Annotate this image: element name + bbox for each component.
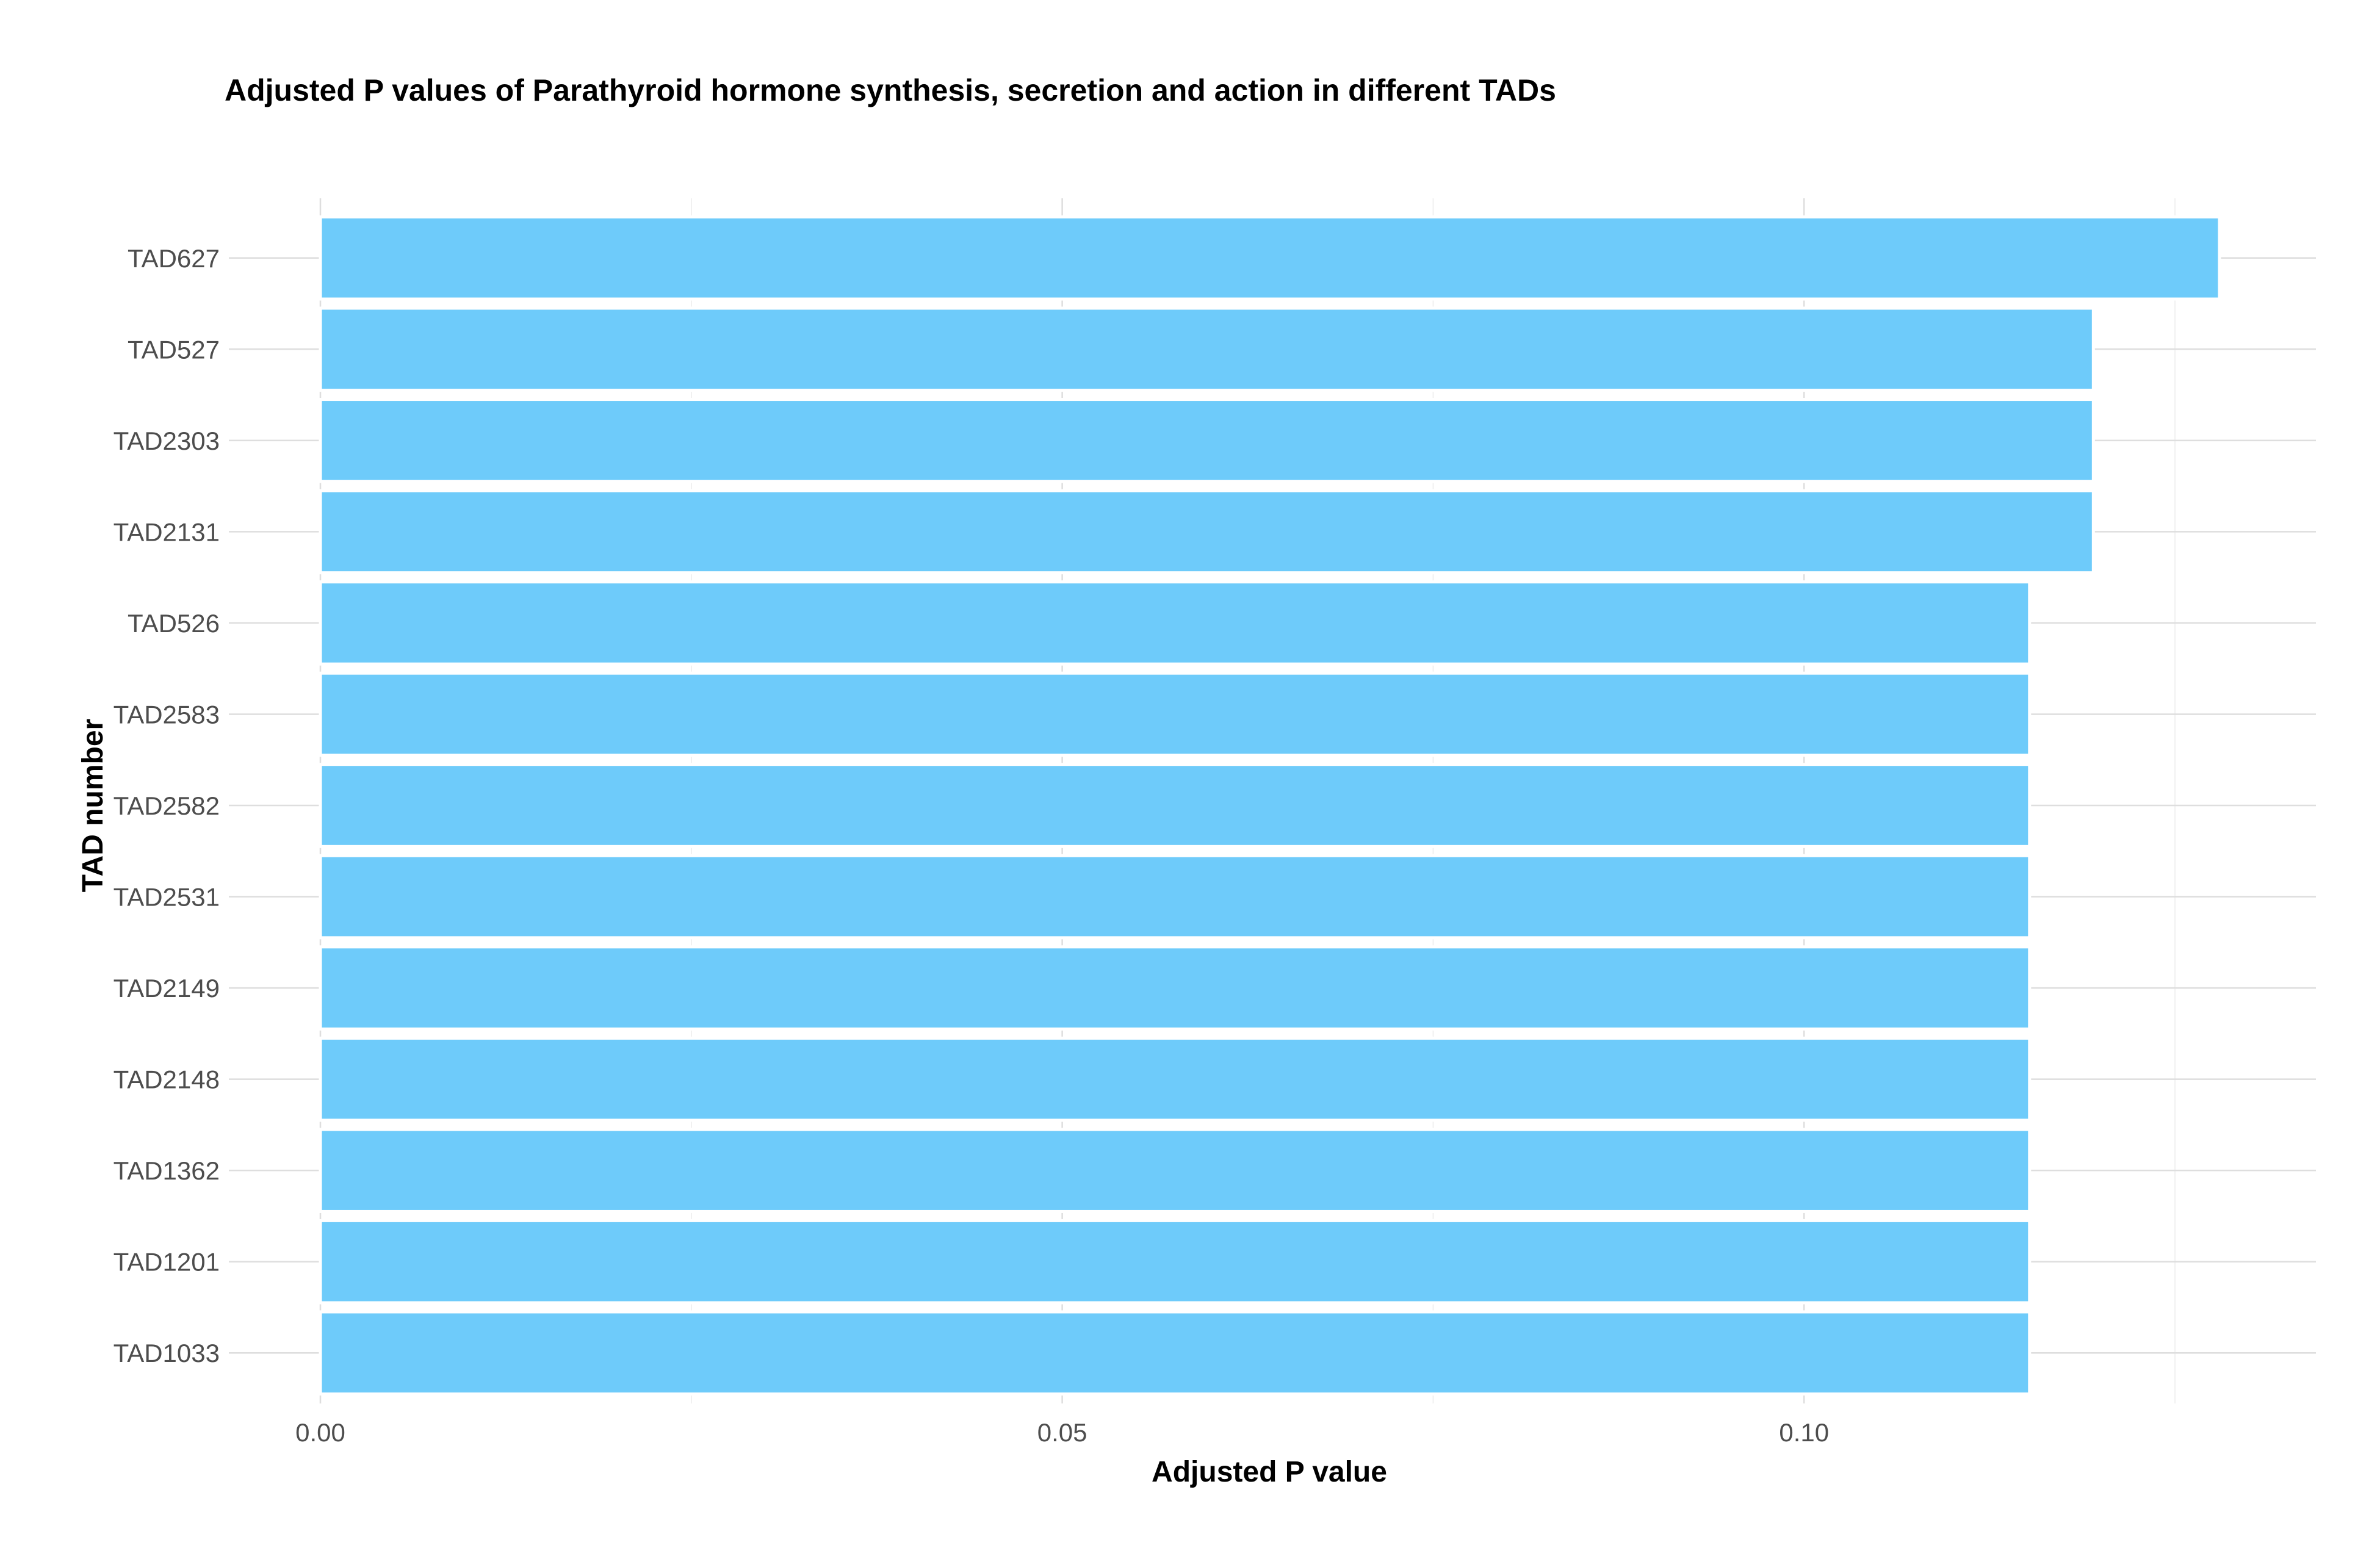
bar-tad2148 <box>319 1036 2032 1122</box>
y-tick-label: TAD627 <box>128 244 220 273</box>
bar-tad2583 <box>319 671 2032 757</box>
chart-title: Adjusted P values of Parathyroid hormone… <box>225 73 1556 107</box>
y-tick-label: TAD2149 <box>114 974 220 1003</box>
x-tick-label: 0.05 <box>1037 1418 1087 1447</box>
y-tick-label: TAD526 <box>128 609 220 638</box>
y-tick-label: TAD2531 <box>114 883 220 912</box>
x-axis-tick-labels: 0.00 0.05 0.10 <box>295 1418 1829 1447</box>
y-tick-label: TAD2131 <box>114 517 220 546</box>
y-tick-label: TAD1362 <box>114 1156 220 1185</box>
bar-tad2303 <box>319 398 2095 483</box>
y-tick-label: TAD1201 <box>114 1248 220 1277</box>
y-tick-label: TAD527 <box>128 335 220 364</box>
bar-tad1201 <box>319 1219 2032 1305</box>
y-axis-title: TAD number <box>77 719 109 892</box>
bar-tad2131 <box>319 489 2095 575</box>
y-tick-label: TAD1033 <box>114 1339 220 1367</box>
bar-tad527 <box>319 306 2095 392</box>
x-axis-title: Adjusted P value <box>1152 1456 1387 1488</box>
y-axis-tick-labels: TAD627 TAD527 TAD2303 TAD2131 TAD526 TAD2583 T… <box>114 244 220 1367</box>
y-tick-label: TAD2148 <box>114 1065 220 1094</box>
y-tick-label: TAD2583 <box>114 700 220 729</box>
x-tick-label: 0.00 <box>295 1418 345 1447</box>
bar-tad2582 <box>319 763 2032 848</box>
bar-tad1362 <box>319 1128 2032 1213</box>
bars <box>319 215 2221 1396</box>
bar-tad1033 <box>319 1310 2032 1396</box>
y-tick-label: TAD2582 <box>114 791 220 820</box>
y-tick-label: TAD2303 <box>114 427 220 455</box>
bar-tad627 <box>319 215 2221 301</box>
bar-tad526 <box>319 580 2032 666</box>
bar-tad2531 <box>319 854 2032 940</box>
x-tick-label: 0.10 <box>1779 1418 1829 1447</box>
bar-tad2149 <box>319 945 2032 1031</box>
